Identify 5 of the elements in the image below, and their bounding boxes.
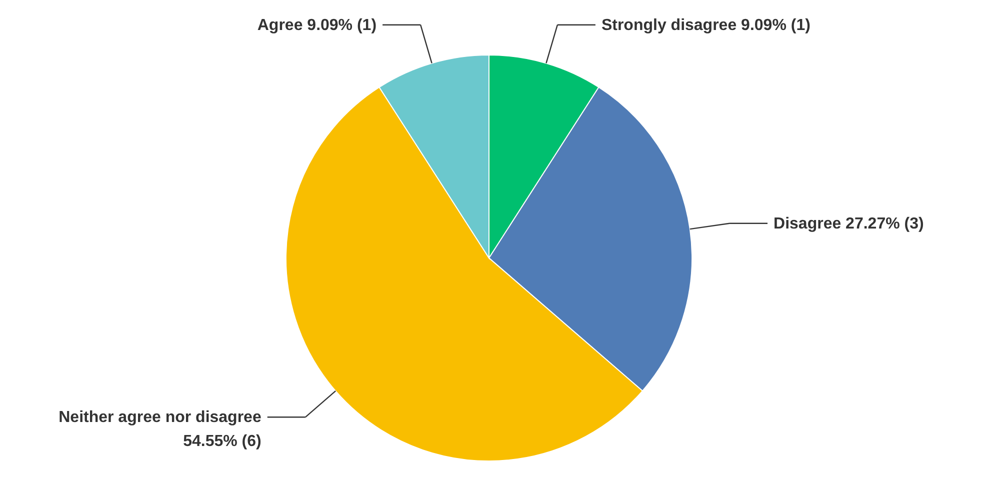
slice-label: Agree 9.09% (1) xyxy=(257,16,377,34)
data-label: 54.55% (6) xyxy=(183,433,262,450)
slice-label: Strongly disagree 9.09% (1) xyxy=(601,16,810,34)
slice-label: Disagree 27.27% (3) xyxy=(774,215,924,232)
slice-label: Neither agree nor disagree xyxy=(58,409,262,426)
